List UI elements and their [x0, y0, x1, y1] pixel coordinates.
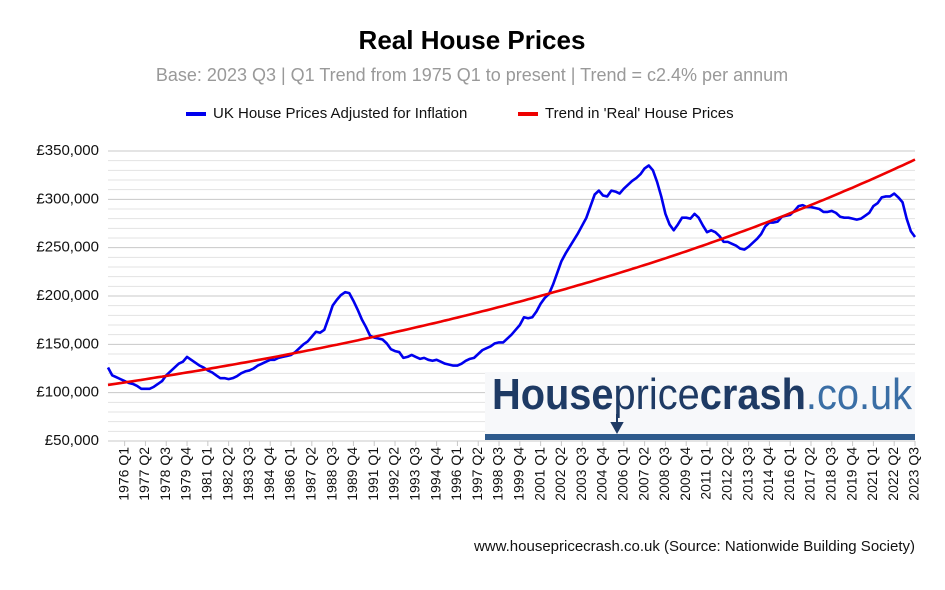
grid: £50,000 £100,000 £150,000 £200,000 £250,000 £… [36, 142, 921, 501]
x-tick-label: 2001 Q1 [531, 447, 547, 501]
x-tick-label: 1993 Q3 [407, 447, 423, 501]
x-tick-label: 1976 Q1 [115, 447, 131, 501]
chart-subtitle: Base: 2023 Q3 | Q1 Trend from 1975 Q1 to… [156, 65, 788, 85]
y-tick-label: £300,000 [36, 190, 99, 207]
y-tick-label: £200,000 [36, 287, 99, 304]
x-tick-label: 1983 Q3 [240, 447, 256, 501]
y-tick-label: £250,000 [36, 239, 99, 256]
y-tick-label: £350,000 [36, 142, 99, 159]
x-tick-label: 1989 Q4 [344, 447, 360, 501]
x-tick-label: 2003 Q3 [573, 447, 589, 501]
x-tick-label: 2008 Q3 [656, 447, 672, 501]
x-tick-label: 1977 Q2 [136, 447, 152, 501]
x-tick-label: 2016 Q1 [781, 447, 797, 501]
x-tick-label: 2012 Q2 [719, 447, 735, 501]
watermark-house: House [492, 370, 614, 419]
legend-label: UK House Prices Adjusted for Inflation [213, 105, 467, 122]
y-tick-label: £150,000 [36, 335, 99, 352]
x-tick-label: 1988 Q3 [323, 447, 339, 501]
x-tick-label: 2022 Q2 [885, 447, 901, 501]
x-tick-label: 2023 Q3 [906, 447, 922, 501]
watermark-arrow [610, 414, 624, 435]
x-tick-label: 1978 Q3 [157, 447, 173, 501]
x-tick-label: 1984 Q4 [261, 447, 277, 501]
x-tick-label: 2021 Q1 [864, 447, 880, 501]
x-tick-label: 2006 Q1 [615, 447, 631, 501]
x-tick-label: 1987 Q2 [303, 447, 319, 501]
x-tick-label: 1979 Q4 [178, 447, 194, 501]
x-tick-label: 1986 Q1 [282, 447, 298, 501]
watermark-domain: .co.uk [806, 370, 913, 419]
data-line [107, 158, 916, 387]
x-tick-label: 2018 Q3 [823, 447, 839, 501]
x-tick-label: 2011 Q1 [698, 447, 714, 500]
x-tick-label: 1997 Q2 [469, 447, 485, 501]
chart-title: Real House Prices [359, 25, 586, 55]
x-tick-label: 2013 Q3 [739, 447, 755, 501]
watermark-strip [485, 434, 915, 440]
x-tick-label: 2002 Q2 [552, 447, 568, 501]
y-tick-label: £50,000 [45, 432, 99, 449]
watermark-text: Housepricecrash.co.uk [492, 370, 913, 419]
watermark-price: price [614, 370, 700, 419]
x-tick-label: 2019 Q4 [843, 447, 859, 501]
x-tick-label: 1991 Q1 [365, 447, 381, 501]
x-tick-label: 2007 Q2 [635, 447, 651, 501]
watermark-crash: crash [700, 370, 806, 419]
y-tick-label: £100,000 [36, 384, 99, 401]
x-tick-label: 1999 Q4 [511, 447, 527, 501]
watermark-background [485, 372, 915, 440]
x-tick-label: 2009 Q4 [677, 447, 693, 501]
x-tick-label: 1981 Q1 [199, 447, 215, 501]
x-tick-label: 2004 Q4 [594, 447, 610, 501]
x-tick-label: 1996 Q1 [448, 447, 464, 501]
legend-label: Trend in 'Real' House Prices [545, 105, 734, 122]
x-tick-label: 1982 Q2 [219, 447, 235, 501]
x-tick-label: 2014 Q4 [760, 447, 776, 501]
x-tick-label: 1998 Q3 [490, 447, 506, 501]
footer-source: www.housepricecrash.co.uk (Source: Natio… [473, 538, 915, 555]
x-tick-label: 1994 Q4 [427, 447, 443, 501]
x-tick-label: 1992 Q2 [386, 447, 402, 501]
plot [106, 158, 917, 391]
x-tick-label: 2017 Q2 [802, 447, 818, 501]
watermark: Housepricecrash.co.uk [485, 370, 915, 440]
